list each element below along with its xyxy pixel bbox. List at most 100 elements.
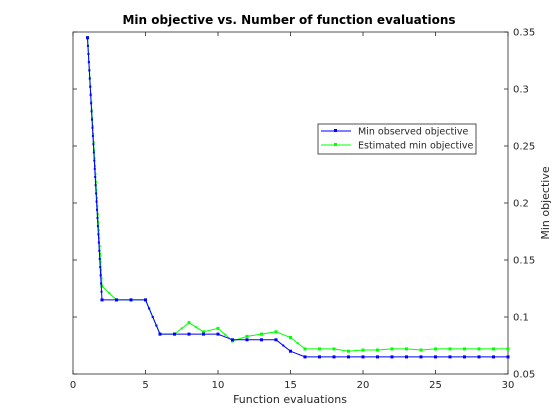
interp-marker <box>296 342 299 345</box>
interp-marker <box>96 208 99 211</box>
data-point <box>361 348 365 352</box>
data-point <box>187 321 191 325</box>
interp-marker <box>98 245 101 248</box>
interp-marker <box>96 216 99 219</box>
data-point <box>187 332 191 336</box>
data-point <box>202 330 205 334</box>
interp-marker <box>95 192 98 195</box>
interp-marker <box>195 326 198 329</box>
data-point <box>318 355 321 359</box>
x-axis-label: Function evaluations <box>233 393 347 406</box>
data-point <box>216 326 220 330</box>
data-point <box>303 347 307 351</box>
data-point <box>448 347 452 351</box>
x-tick-label: 5 <box>142 380 148 391</box>
data-point <box>492 347 495 351</box>
data-point <box>347 349 350 353</box>
interp-marker <box>97 221 100 224</box>
axis-ticks: 0 5 10 15 20 25 300.05 0.1 0.15 0.2 0.25 0.3 0.35 <box>70 28 535 392</box>
data-point <box>332 347 336 351</box>
x-tick-label: 0 <box>70 380 76 391</box>
data-point <box>115 298 118 302</box>
interp-marker <box>97 241 100 244</box>
interp-marker <box>98 257 101 260</box>
data-point <box>260 332 263 336</box>
data-point <box>274 338 278 342</box>
interp-marker <box>100 282 103 285</box>
series-line-0 <box>87 37 508 358</box>
data-point <box>390 347 394 351</box>
y-axis-label: Min objective <box>539 166 552 239</box>
data-point <box>390 355 394 359</box>
data-point <box>129 298 133 302</box>
interp-marker <box>88 77 91 80</box>
interp-marker <box>93 159 96 162</box>
data-point <box>477 347 481 351</box>
interp-marker <box>99 261 102 264</box>
interp-marker <box>87 53 90 56</box>
interp-marker <box>151 316 154 318</box>
legend-box <box>317 123 477 155</box>
interp-marker <box>88 69 91 72</box>
data-point <box>361 355 365 359</box>
y-tick-label: 0.25 <box>513 142 535 153</box>
data-point <box>231 338 234 342</box>
interp-marker <box>96 205 99 208</box>
y-tick-label: 0.3 <box>513 85 529 96</box>
data-point <box>434 355 437 359</box>
interp-marker <box>91 135 94 138</box>
plot-area <box>72 31 509 375</box>
interp-marker <box>97 229 100 232</box>
x-tick-label: 10 <box>212 380 225 391</box>
x-tick-label: 25 <box>429 380 442 391</box>
interp-marker <box>148 307 151 310</box>
data-point <box>347 355 350 359</box>
data-point <box>448 355 452 359</box>
interp-marker <box>90 110 93 113</box>
data-point <box>405 347 408 351</box>
interp-marker <box>87 61 90 64</box>
interp-marker <box>98 249 101 252</box>
interp-marker <box>96 213 99 216</box>
data-point <box>289 349 292 353</box>
y-tick-label: 0.1 <box>513 313 529 324</box>
interp-marker <box>94 184 97 187</box>
interp-marker <box>224 333 227 336</box>
data-point <box>202 332 205 336</box>
interp-marker <box>100 269 103 272</box>
interp-marker <box>91 126 94 129</box>
x-tick-label: 30 <box>502 380 515 391</box>
data-point <box>332 355 336 359</box>
interp-marker <box>99 253 102 256</box>
interp-marker <box>89 94 92 97</box>
data-point <box>477 355 481 359</box>
legend: Min observed objective Estimated min obj… <box>317 123 477 155</box>
y-tick-label: 0.2 <box>513 199 529 210</box>
data-point <box>100 284 104 288</box>
y-tick-label: 0.35 <box>513 28 535 39</box>
data-point <box>463 347 466 351</box>
data-point <box>434 347 437 351</box>
interp-marker <box>155 324 158 327</box>
data-point <box>158 332 162 336</box>
data-point <box>419 348 423 352</box>
data-point <box>376 348 379 352</box>
chart-title: Min objective vs. Number of function eva… <box>122 13 455 27</box>
data-point <box>245 334 249 338</box>
y-tick-label: 0.15 <box>513 256 535 267</box>
interp-marker <box>100 290 103 293</box>
data-point <box>216 332 220 336</box>
interp-marker <box>95 200 98 203</box>
data-point <box>144 298 147 302</box>
interp-marker <box>91 118 94 121</box>
data-point <box>463 355 466 359</box>
data-point <box>86 36 89 40</box>
interp-marker <box>86 44 89 47</box>
data-point <box>405 355 408 359</box>
data-point <box>318 347 321 351</box>
interp-marker <box>89 85 92 88</box>
data-point <box>492 355 495 359</box>
x-tick-label: 15 <box>284 380 297 391</box>
interp-marker <box>98 237 101 240</box>
